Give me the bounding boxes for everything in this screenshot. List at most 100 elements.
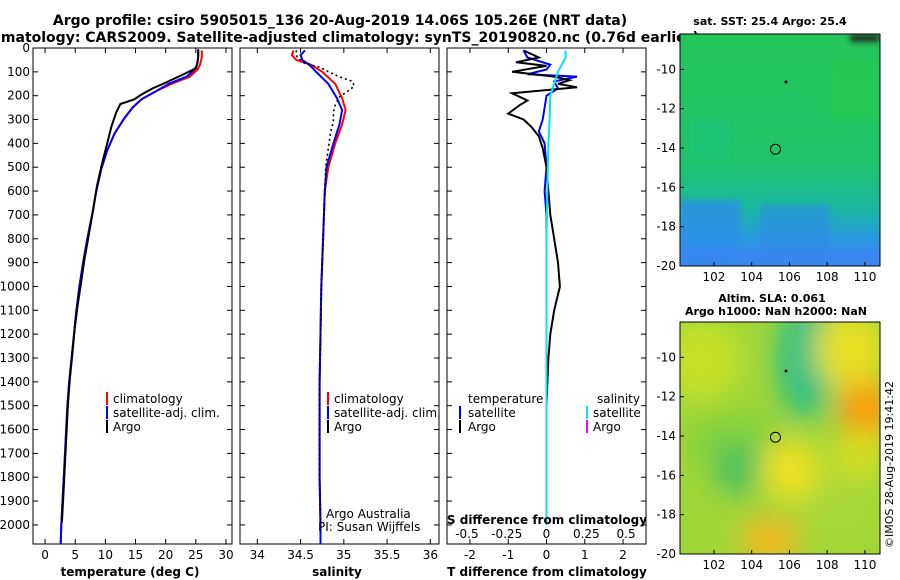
series-line-satellite-adj-clim-: [299, 49, 344, 544]
depth-tick-label: 300: [7, 113, 30, 127]
lat-tick-label: -12: [656, 390, 676, 404]
lat-tick-label: -16: [656, 468, 676, 482]
lon-tick-label: 110: [853, 270, 876, 284]
sst-heatmap: [680, 34, 880, 266]
lat-tick-label: -10: [656, 62, 676, 76]
temperature-profiles: [59, 49, 203, 545]
lon-tick-label: 110: [853, 558, 876, 572]
salinity-panel: 34 34.5 35 35.5 36 climatology satellite-adj…: [239, 47, 441, 579]
legend-label-argo: Argo: [113, 420, 141, 434]
series-line-temperature-argo: [506, 49, 578, 523]
depth-tick-label: 1400: [0, 375, 30, 389]
t-difference-axis: -2 -1 0 1 2: [464, 48, 627, 562]
lon-tick-label: 104: [740, 558, 763, 572]
depth-tick-label: 800: [7, 232, 30, 246]
lon-tick-label: 102: [703, 558, 726, 572]
difference-depth-ticks: [447, 47, 646, 526]
x-tick-label: 34.5: [287, 548, 314, 562]
legend-label-argo: Argo: [334, 420, 362, 434]
temperature-panel: 0100200300400500600700800900100011001200…: [0, 41, 234, 579]
sst-map-axes: 102 104 106 108 110 -10 -12 -14 -16 -18 -20: [656, 62, 876, 284]
x-tick-label: 35.5: [374, 548, 401, 562]
small-island-marker: [784, 369, 788, 373]
lat-tick-label: -18: [656, 220, 676, 234]
legend-label-climatology: climatology: [334, 392, 404, 406]
depth-tick-label: 600: [7, 184, 30, 198]
lon-tick-label: 102: [703, 270, 726, 284]
depth-tick-label: 700: [7, 208, 30, 222]
depth-tick-label: 0: [22, 41, 30, 55]
salinity-axis: 34 34.5 35 35.5 36: [250, 48, 438, 562]
x-tick-label: 2: [619, 548, 627, 562]
depth-tick-label: 1500: [0, 399, 30, 413]
salinity-legend: climatology satellite-adj. clim. Argo: [327, 392, 441, 434]
salinity-xlabel: salinity: [312, 565, 362, 579]
temperature-plot-frame: [32, 47, 233, 545]
depth-tick-label: 1100: [0, 303, 30, 317]
x-tick-label: -2: [464, 548, 476, 562]
x-tick-label: 35: [336, 548, 351, 562]
lon-tick-label: 104: [740, 270, 763, 284]
depth-tick-label: 400: [7, 136, 30, 150]
sla-map-title: Altim. SLA: 0.061: [718, 292, 825, 305]
x-tick-label: 10: [98, 548, 113, 562]
x-tick-label: 1: [581, 548, 589, 562]
small-island-marker: [784, 80, 788, 84]
legend-label-s-argo: Argo: [593, 420, 621, 434]
legend-header-temperature: temperature: [468, 392, 543, 406]
series-line-salinity-satellite: [545, 50, 567, 525]
depth-tick-label: 1000: [0, 279, 30, 293]
salinity-profiles: [290, 49, 356, 544]
depth-tick-label: 900: [7, 256, 30, 270]
credit-pi-name: PI: Susan Wijffels: [318, 520, 420, 534]
s-diff-tick-label: -0.25: [491, 527, 522, 541]
sst-map-panel: sat. SST: 25.4 Argo: 25.4 102 104 106 108 11…: [656, 15, 881, 284]
lat-tick-label: -20: [656, 259, 676, 273]
x-tick-label: 36: [423, 548, 438, 562]
salinity-depth-ticks: [240, 47, 439, 526]
x-tick-label: 20: [158, 548, 173, 562]
s-difference-axis: -0.5 -0.25 0 0.25 0.5: [455, 527, 635, 541]
lat-tick-label: -10: [656, 350, 676, 364]
depth-tick-label: 1300: [0, 351, 30, 365]
series-line-argo: [60, 49, 200, 523]
depth-tick-label: 1800: [0, 470, 30, 484]
x-tick-label: 25: [188, 548, 203, 562]
lon-tick-label: 108: [816, 558, 839, 572]
s-difference-label: S difference from climatology: [447, 513, 647, 527]
temperature-xlabel: temperature (deg C): [61, 565, 200, 579]
depth-tick-label: 2000: [0, 518, 30, 532]
depth-axis: 0 100 200 300 400 500 600 700 800 900 1000 1100 1200…: [0, 41, 232, 532]
argo-position-marker: [769, 143, 781, 155]
x-tick-label: 34: [250, 548, 265, 562]
lat-tick-label: -20: [656, 547, 676, 561]
x-tick-label: -1: [502, 548, 514, 562]
lat-tick-label: -18: [656, 508, 676, 522]
lon-tick-label: 106: [778, 558, 801, 572]
sst-map-title: sat. SST: 25.4 Argo: 25.4: [693, 15, 847, 28]
lat-tick-label: -12: [656, 102, 676, 116]
sst-map-frame: [679, 33, 881, 267]
legend-label-satellite: satellite-adj. clim.: [334, 406, 441, 420]
difference-panel: -2 -1 0 1 2 -0.5 -0.25 0 0.25 0.5 temperature sa…: [446, 47, 647, 579]
sla-map-axes: 102 104 106 108 110 -10 -12 -14 -16 -18 -20: [656, 350, 876, 572]
argo-position-marker: [769, 431, 781, 443]
legend-label-t-satellite: satellite: [468, 406, 516, 420]
difference-profiles: [506, 49, 578, 525]
t-difference-xlabel: T difference from climatology: [447, 565, 647, 579]
sla-map-frame: [679, 321, 881, 555]
depth-tick-label: 200: [7, 89, 30, 103]
sla-map-subtitle: Argo h1000: NaN h2000: NaN: [685, 305, 867, 318]
lat-tick-label: -16: [656, 180, 676, 194]
difference-legend: temperature satellite Argo salinity sate…: [459, 392, 641, 434]
legend-label-t-argo: Argo: [468, 420, 496, 434]
s-diff-tick-label: -0.5: [455, 527, 478, 541]
depth-tick-label: 1700: [0, 446, 30, 460]
lon-tick-label: 108: [816, 270, 839, 284]
x-tick-label: 15: [128, 548, 143, 562]
depth-tick-label: 100: [7, 65, 30, 79]
s-diff-tick-label: 0: [543, 527, 551, 541]
sla-map-panel: Altim. SLA: 0.061 Argo h1000: NaN h2000:…: [656, 292, 881, 572]
legend-header-salinity: salinity: [597, 392, 640, 406]
legend-label-satellite: satellite-adj. clim.: [113, 406, 220, 420]
